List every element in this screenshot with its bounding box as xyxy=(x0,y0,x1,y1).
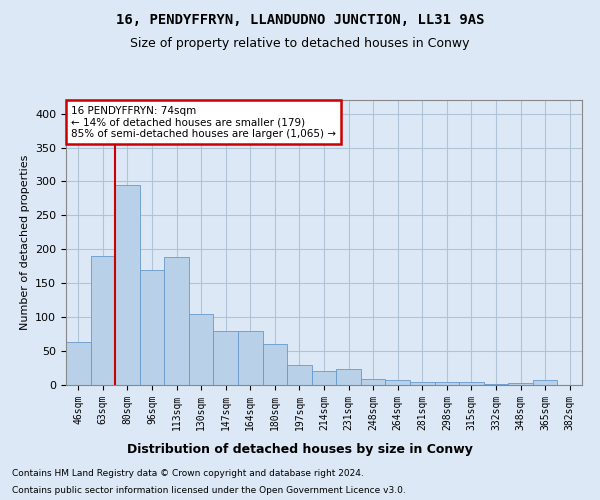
Bar xyxy=(361,379,385,385)
Bar xyxy=(434,382,459,385)
Text: 16 PENDYFFRYN: 74sqm
← 14% of detached houses are smaller (179)
85% of semi-deta: 16 PENDYFFRYN: 74sqm ← 14% of detached h… xyxy=(71,106,336,139)
Bar xyxy=(336,368,361,385)
Bar xyxy=(385,380,410,385)
Bar xyxy=(214,332,238,385)
Bar xyxy=(238,332,263,385)
Bar xyxy=(91,256,115,385)
Text: Contains public sector information licensed under the Open Government Licence v3: Contains public sector information licen… xyxy=(12,486,406,495)
Bar xyxy=(508,383,533,385)
Bar xyxy=(287,364,312,385)
Text: Size of property relative to detached houses in Conwy: Size of property relative to detached ho… xyxy=(130,38,470,51)
Bar xyxy=(459,382,484,385)
Bar xyxy=(189,314,214,385)
Bar xyxy=(164,258,189,385)
Bar xyxy=(410,382,434,385)
Bar xyxy=(312,372,336,385)
Bar xyxy=(66,342,91,385)
Bar xyxy=(263,344,287,385)
Text: Distribution of detached houses by size in Conwy: Distribution of detached houses by size … xyxy=(127,442,473,456)
Bar xyxy=(115,185,140,385)
Bar xyxy=(484,384,508,385)
Text: Contains HM Land Registry data © Crown copyright and database right 2024.: Contains HM Land Registry data © Crown c… xyxy=(12,468,364,477)
Bar xyxy=(533,380,557,385)
Bar xyxy=(140,270,164,385)
Text: 16, PENDYFFRYN, LLANDUDNO JUNCTION, LL31 9AS: 16, PENDYFFRYN, LLANDUDNO JUNCTION, LL31… xyxy=(116,12,484,26)
Y-axis label: Number of detached properties: Number of detached properties xyxy=(20,155,29,330)
